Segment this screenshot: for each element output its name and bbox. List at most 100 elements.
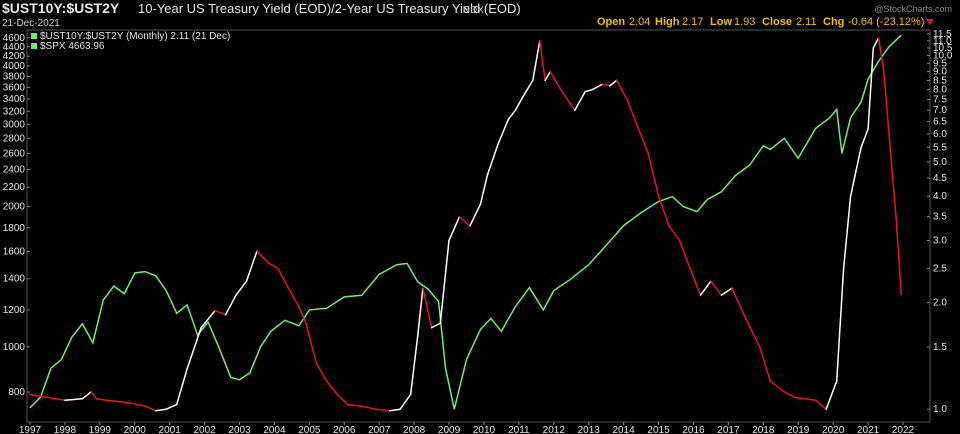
ratio-series-segment: [783, 391, 796, 399]
ratio-series-segment: [699, 280, 712, 296]
x-tick-label: 1997: [19, 425, 42, 434]
right-axis: 1.0 1.5 2.0 2.5 3.0 3.5 4.0 4.5 5.0 5.5 6.06.57.07…: [927, 29, 953, 415]
ratio-series-segment: [479, 173, 489, 205]
ohlc-readout: Open 2.04 High 2.17 Low 1.93 Close 2.11 …: [597, 16, 934, 28]
x-tick-label: 2021: [857, 425, 880, 434]
ratio-series-segment: [591, 83, 604, 91]
ratio-series-segment: [374, 408, 391, 412]
x-tick-label: 2019: [787, 425, 810, 434]
left-tick-label: 4000: [3, 61, 26, 72]
ratio-series-segment: [668, 225, 681, 242]
ratio-series-segment: [877, 37, 885, 73]
right-tick-label: 6.0: [933, 129, 947, 140]
ratio-series-segment: [544, 70, 552, 82]
close-value: 2.11: [796, 16, 817, 28]
left-tick-label: 3400: [3, 94, 26, 105]
left-tick-label: 2800: [3, 133, 26, 144]
ratio-series-segment: [130, 402, 146, 407]
ratio-series-segment: [601, 83, 611, 87]
ratio-series-segment: [769, 380, 786, 393]
right-tick-label: 9.5: [933, 58, 947, 69]
ratio-series-segment: [277, 267, 290, 289]
open-label: Open: [597, 16, 625, 28]
right-tick-label: 4.5: [933, 173, 947, 184]
ratio-series-segment: [793, 396, 806, 400]
x-axis: 1997 1998 1999 2000 2001 2002 2003 2004 2005 2006…: [19, 422, 915, 434]
legend-swatch-spx: [31, 43, 37, 49]
ratio-series-segment: [95, 398, 108, 401]
ratio-series-segment: [895, 215, 903, 296]
x-tick-label: 2012: [543, 425, 566, 434]
ratio-series-segment: [200, 309, 216, 329]
right-tick-label: 11.0: [933, 36, 952, 47]
right-tick-label: 10.0: [933, 50, 953, 61]
x-tick-label: 2000: [124, 425, 147, 434]
ratio-series-segment: [849, 146, 862, 197]
x-tick-label: 2016: [682, 425, 705, 434]
left-tick-label: 1800: [3, 223, 26, 234]
ratio-series-segment: [521, 79, 534, 99]
right-tick-label: 2.0: [933, 298, 947, 309]
x-tick-label: 2009: [438, 425, 461, 434]
chg-label: Chg: [823, 16, 844, 28]
ratio-series-segment: [532, 40, 541, 82]
ratio-series-segment: [347, 403, 363, 407]
right-tick-label: 7.5: [933, 95, 947, 106]
ratio-series-segment: [835, 267, 845, 382]
ratio-series-segment: [336, 393, 349, 406]
right-tick-label: 2.5: [933, 263, 947, 274]
x-tick-label: 1998: [54, 425, 77, 434]
ratio-series-segment: [422, 287, 433, 329]
ratio-series-segment: [615, 79, 628, 101]
high-label: High: [655, 16, 680, 28]
x-tick-label: 1999: [89, 425, 112, 434]
right-tick-label: 1.0: [933, 404, 947, 415]
ratio-series-segment: [224, 294, 237, 316]
ratio-series-segment: [439, 239, 450, 324]
ratio-series-segment: [214, 309, 227, 316]
ratio-series-segment: [689, 267, 702, 296]
ratio-series-segment: [326, 380, 339, 396]
ratio-series-segment: [235, 280, 248, 296]
ratio-series-segment: [430, 322, 442, 329]
right-tick-label: 7.0: [933, 105, 947, 116]
ratio-series-segment: [608, 79, 618, 87]
ratio-series-segment: [416, 287, 424, 338]
ratio-series-segment: [256, 250, 269, 264]
ratio-series-segment: [120, 400, 133, 404]
close-label: Close: [762, 16, 792, 28]
ratio-series-segment: [514, 96, 524, 111]
high-value: 2.17: [682, 16, 703, 28]
right-tick-label: 9.0: [933, 67, 947, 78]
right-tick-label: 5.0: [933, 157, 947, 168]
left-tick-label: 1000: [3, 342, 26, 353]
ratio-series-segment: [720, 287, 733, 296]
ratio-series-segment: [81, 391, 92, 400]
x-tick-label: 2010: [473, 425, 496, 434]
chart-symbol: $UST10Y:$UST2Y: [2, 0, 120, 16]
left-tick-label: 3000: [3, 119, 26, 130]
left-tick-label: 800: [8, 387, 25, 398]
ratio-series-segment: [539, 40, 546, 82]
ratio-series-segment: [106, 399, 122, 403]
ratio-series-segment: [804, 398, 817, 401]
ratio-series-segment: [497, 118, 510, 146]
ratio-series-segment: [175, 368, 188, 406]
x-tick-label: 2004: [263, 425, 286, 434]
x-tick-label: 2008: [403, 425, 426, 434]
ratio-series-segment: [486, 143, 499, 176]
spx-series-line: [29, 34, 902, 410]
ratio-series-segment: [872, 37, 880, 49]
plot-frame: [26, 29, 931, 423]
x-tick-label: 2018: [752, 425, 775, 434]
right-tick-label: 1.5: [933, 342, 947, 353]
ratio-series-segment: [825, 380, 838, 410]
x-tick-label: 2005: [298, 425, 321, 434]
ratio-series-segment: [29, 393, 49, 399]
right-tick-label: 8.5: [933, 75, 947, 86]
ratio-series-segment: [636, 125, 649, 154]
ratio-series-segment: [560, 88, 576, 111]
open-value: 2.04: [629, 16, 650, 28]
left-tick-label: 1600: [3, 247, 26, 258]
left-tick-label: 1200: [3, 305, 26, 316]
